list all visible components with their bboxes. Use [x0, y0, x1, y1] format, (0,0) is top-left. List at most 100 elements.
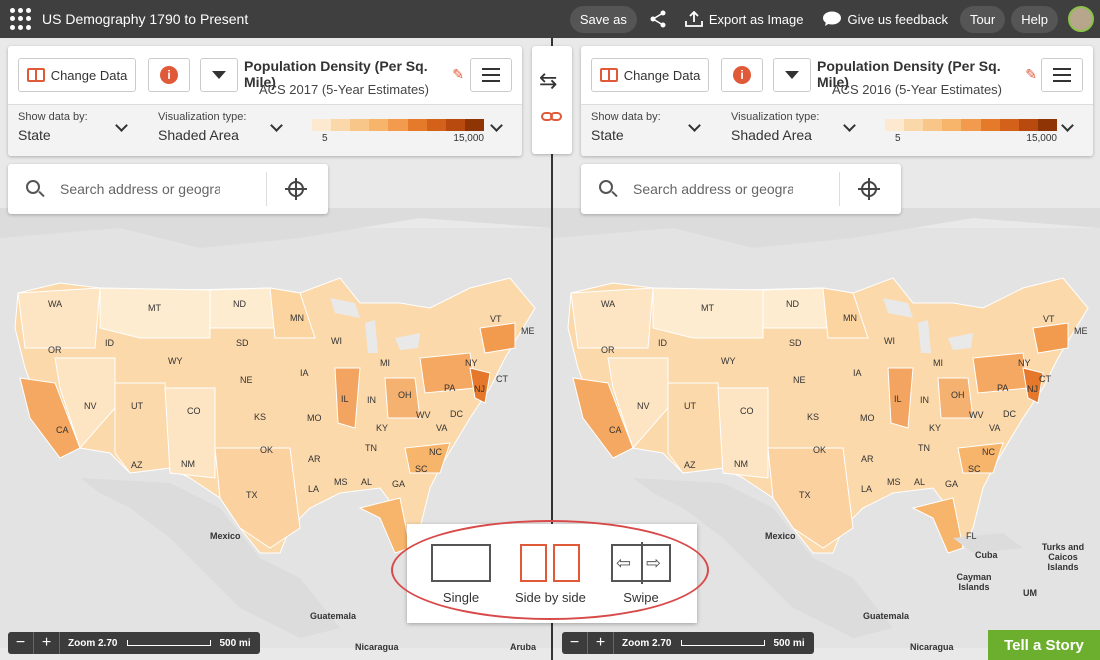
info-button[interactable]: i	[721, 58, 763, 92]
chevron-down-icon[interactable]	[688, 119, 701, 132]
zoom-in-button[interactable]: +	[34, 632, 60, 654]
pencil-icon[interactable]: ✎	[1025, 65, 1037, 82]
color-legend[interactable]: 5 15,000	[885, 119, 1057, 144]
zoom-in-button[interactable]: +	[588, 632, 614, 654]
svg-text:NE: NE	[793, 375, 806, 385]
svg-text:NY: NY	[1018, 358, 1031, 368]
legend-swatch	[426, 119, 446, 131]
svg-text:TN: TN	[918, 443, 930, 453]
legend-swatch	[942, 119, 962, 131]
legend-chevron-icon[interactable]	[490, 119, 503, 132]
change-data-button[interactable]: Change Data	[591, 58, 709, 92]
change-data-label: Change Data	[623, 67, 701, 83]
dataset-title[interactable]: Population Density (Per Sq. Mile) ✎	[244, 58, 464, 90]
change-data-label: Change Data	[50, 67, 128, 83]
mode-side-by-side-button[interactable]: Side by side	[515, 544, 586, 605]
show-data-by-select[interactable]: Show data by: State	[18, 111, 88, 143]
link-icon[interactable]	[541, 112, 563, 121]
mode-single-button[interactable]: Single	[431, 544, 491, 605]
swap-arrows-icon[interactable]: ⇆	[539, 68, 558, 93]
left-map-pane[interactable]: WA MT ND MN WI MI ME VT NY CT OR ID SD WY IA NE IL I…	[0, 38, 551, 660]
legend-swatch	[999, 119, 1019, 131]
legend-swatch	[407, 119, 427, 131]
legend-swatch	[885, 119, 905, 131]
chat-bubble-icon	[822, 11, 841, 26]
zoom-out-button[interactable]: −	[8, 632, 34, 654]
top-bar: US Demography 1790 to Present Save as Ex…	[0, 0, 1100, 38]
svg-text:AL: AL	[361, 477, 372, 487]
feedback-button[interactable]: Give us feedback	[816, 11, 954, 27]
svg-text:WA: WA	[601, 299, 615, 309]
book-icon	[599, 68, 618, 82]
search-icon[interactable]	[26, 180, 40, 194]
locate-icon[interactable]	[858, 178, 880, 200]
label-um: UM	[1023, 588, 1037, 598]
search-input[interactable]	[60, 178, 220, 200]
svg-text:TX: TX	[246, 490, 258, 500]
search-box	[581, 164, 901, 214]
legend-swatch	[445, 119, 465, 131]
legend-min: 5	[895, 133, 901, 144]
svg-text:NJ: NJ	[474, 384, 485, 394]
chevron-down-icon[interactable]	[843, 119, 856, 132]
svg-text:CA: CA	[56, 425, 69, 435]
tell-a-story-button[interactable]: Tell a Story	[988, 630, 1100, 660]
mode-swipe-label: Swipe	[623, 590, 659, 605]
right-us-map[interactable]: WA MT ND MN WI MI ME VT NY CT OR ID SD WY IA NE IL I…	[553, 208, 1100, 648]
svg-text:MS: MS	[334, 477, 348, 487]
save-as-button[interactable]: Save as	[569, 5, 637, 33]
svg-text:IA: IA	[300, 368, 309, 378]
info-button[interactable]: i	[148, 58, 190, 92]
user-avatar[interactable]	[1068, 6, 1094, 32]
dataset-dropdown-button[interactable]	[200, 58, 238, 92]
mode-single-label: Single	[442, 590, 480, 605]
tour-button[interactable]: Tour	[959, 5, 1006, 33]
show-data-by-label: Show data by:	[591, 111, 661, 123]
visualization-type-select[interactable]: Visualization type: Shaded Area	[731, 111, 819, 143]
divider	[266, 172, 267, 206]
chevron-down-icon[interactable]	[270, 119, 283, 132]
label-mexico: Mexico	[210, 531, 241, 541]
locate-icon[interactable]	[285, 178, 307, 200]
svg-text:DC: DC	[1003, 409, 1016, 419]
svg-text:GA: GA	[945, 479, 958, 489]
visualization-type-select[interactable]: Visualization type: Shaded Area	[158, 111, 246, 143]
dataset-source: ACS 2017 (5-Year Estimates)	[258, 82, 430, 97]
legend-bar	[312, 119, 484, 131]
menu-button[interactable]	[1041, 58, 1083, 92]
svg-text:NC: NC	[982, 447, 995, 457]
help-button[interactable]: Help	[1011, 5, 1058, 33]
svg-text:VT: VT	[1043, 314, 1055, 324]
search-input[interactable]	[633, 178, 793, 200]
svg-text:NV: NV	[84, 401, 97, 411]
mode-swipe-button[interactable]: ⇦ ⇨ Swipe	[611, 542, 671, 605]
chevron-down-icon[interactable]	[115, 119, 128, 132]
right-map-pane[interactable]: WA MT ND MN WI MI ME VT NY CT OR ID SD WY IA NE IL I…	[553, 38, 1100, 660]
search-icon[interactable]	[599, 180, 613, 194]
dataset-title[interactable]: Population Density (Per Sq. Mile) ✎	[817, 58, 1037, 90]
show-data-by-select[interactable]: Show data by: State	[591, 111, 661, 143]
share-icon[interactable]	[643, 10, 673, 28]
svg-text:KS: KS	[254, 412, 266, 422]
zoom-out-button[interactable]: −	[562, 632, 588, 654]
pane-divider[interactable]	[551, 38, 553, 660]
label-cayman-islands: Cayman Islands	[956, 572, 992, 592]
export-image-button[interactable]: Export as Image	[679, 11, 810, 27]
legend-chevron-icon[interactable]	[1061, 119, 1074, 132]
menu-button[interactable]	[470, 58, 512, 92]
label-nicaragua: Nicaragua	[355, 642, 399, 652]
single-view-icon	[431, 544, 491, 582]
pencil-icon[interactable]: ✎	[452, 65, 464, 82]
svg-text:WI: WI	[884, 336, 895, 346]
svg-text:MI: MI	[933, 358, 943, 368]
visualization-type-label: Visualization type:	[158, 111, 247, 123]
svg-text:OR: OR	[48, 345, 62, 355]
color-legend[interactable]: 5 15,000	[312, 119, 484, 144]
change-data-button[interactable]: Change Data	[18, 58, 136, 92]
dataset-dropdown-button[interactable]	[773, 58, 811, 92]
svg-text:SC: SC	[968, 464, 981, 474]
svg-text:OK: OK	[260, 445, 273, 455]
side-by-side-icon	[520, 544, 581, 582]
app-grid-icon[interactable]	[10, 8, 32, 30]
scale-bar	[681, 640, 766, 646]
